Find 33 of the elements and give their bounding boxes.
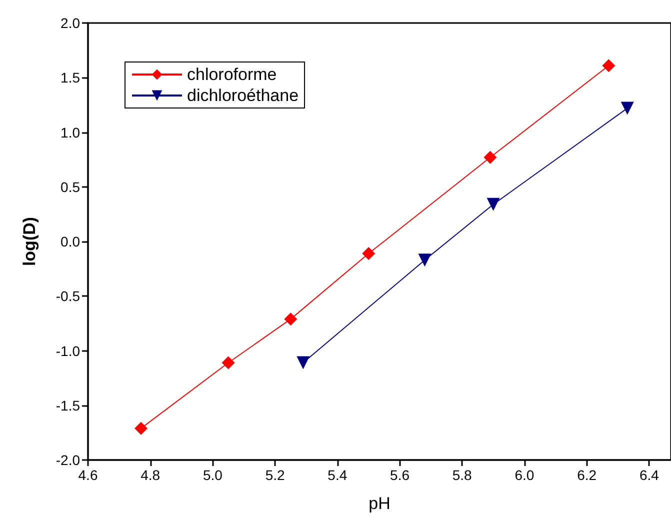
point bbox=[602, 59, 616, 72]
x-tick-label: 6.2 bbox=[577, 467, 597, 483]
point bbox=[486, 198, 500, 211]
point bbox=[134, 422, 148, 435]
x-tick-label: 4.8 bbox=[140, 467, 160, 483]
y-tick-label: 0.5 bbox=[60, 178, 80, 195]
y-axis-title: log(D) bbox=[20, 216, 39, 266]
x-tick-label: 5.6 bbox=[390, 467, 410, 483]
y-tick-label: -2.0 bbox=[56, 452, 80, 468]
y-tick-label: -0.5 bbox=[56, 288, 80, 304]
y-tick-label: -1.0 bbox=[56, 342, 80, 359]
y-tick-label: 0.0 bbox=[60, 234, 80, 250]
x-tick-label: 6.4 bbox=[639, 467, 660, 483]
point bbox=[418, 254, 432, 267]
point bbox=[484, 150, 497, 164]
y-tick-label: 1.0 bbox=[60, 124, 80, 140]
point bbox=[296, 356, 310, 370]
legend-label: chloroforme bbox=[187, 65, 277, 84]
y-tick-label: -1.5 bbox=[56, 397, 80, 414]
legend-label: dichloroéthane bbox=[187, 86, 299, 105]
point bbox=[362, 247, 376, 260]
point bbox=[620, 102, 634, 115]
x-axis-title: pH bbox=[368, 494, 390, 513]
point bbox=[222, 356, 235, 370]
y-tick-label: 2.0 bbox=[60, 15, 80, 31]
y-tick-label: 1.5 bbox=[60, 70, 80, 86]
point bbox=[284, 312, 298, 326]
x-tick-label: 5.4 bbox=[328, 467, 348, 483]
x-tick-label: 4.6 bbox=[78, 467, 98, 483]
x-tick-label: 6.0 bbox=[514, 467, 534, 483]
x-tick-label: 5.0 bbox=[202, 467, 223, 483]
x-tick-label: 5.2 bbox=[265, 467, 285, 483]
x-tick-label: 5.8 bbox=[452, 467, 472, 483]
